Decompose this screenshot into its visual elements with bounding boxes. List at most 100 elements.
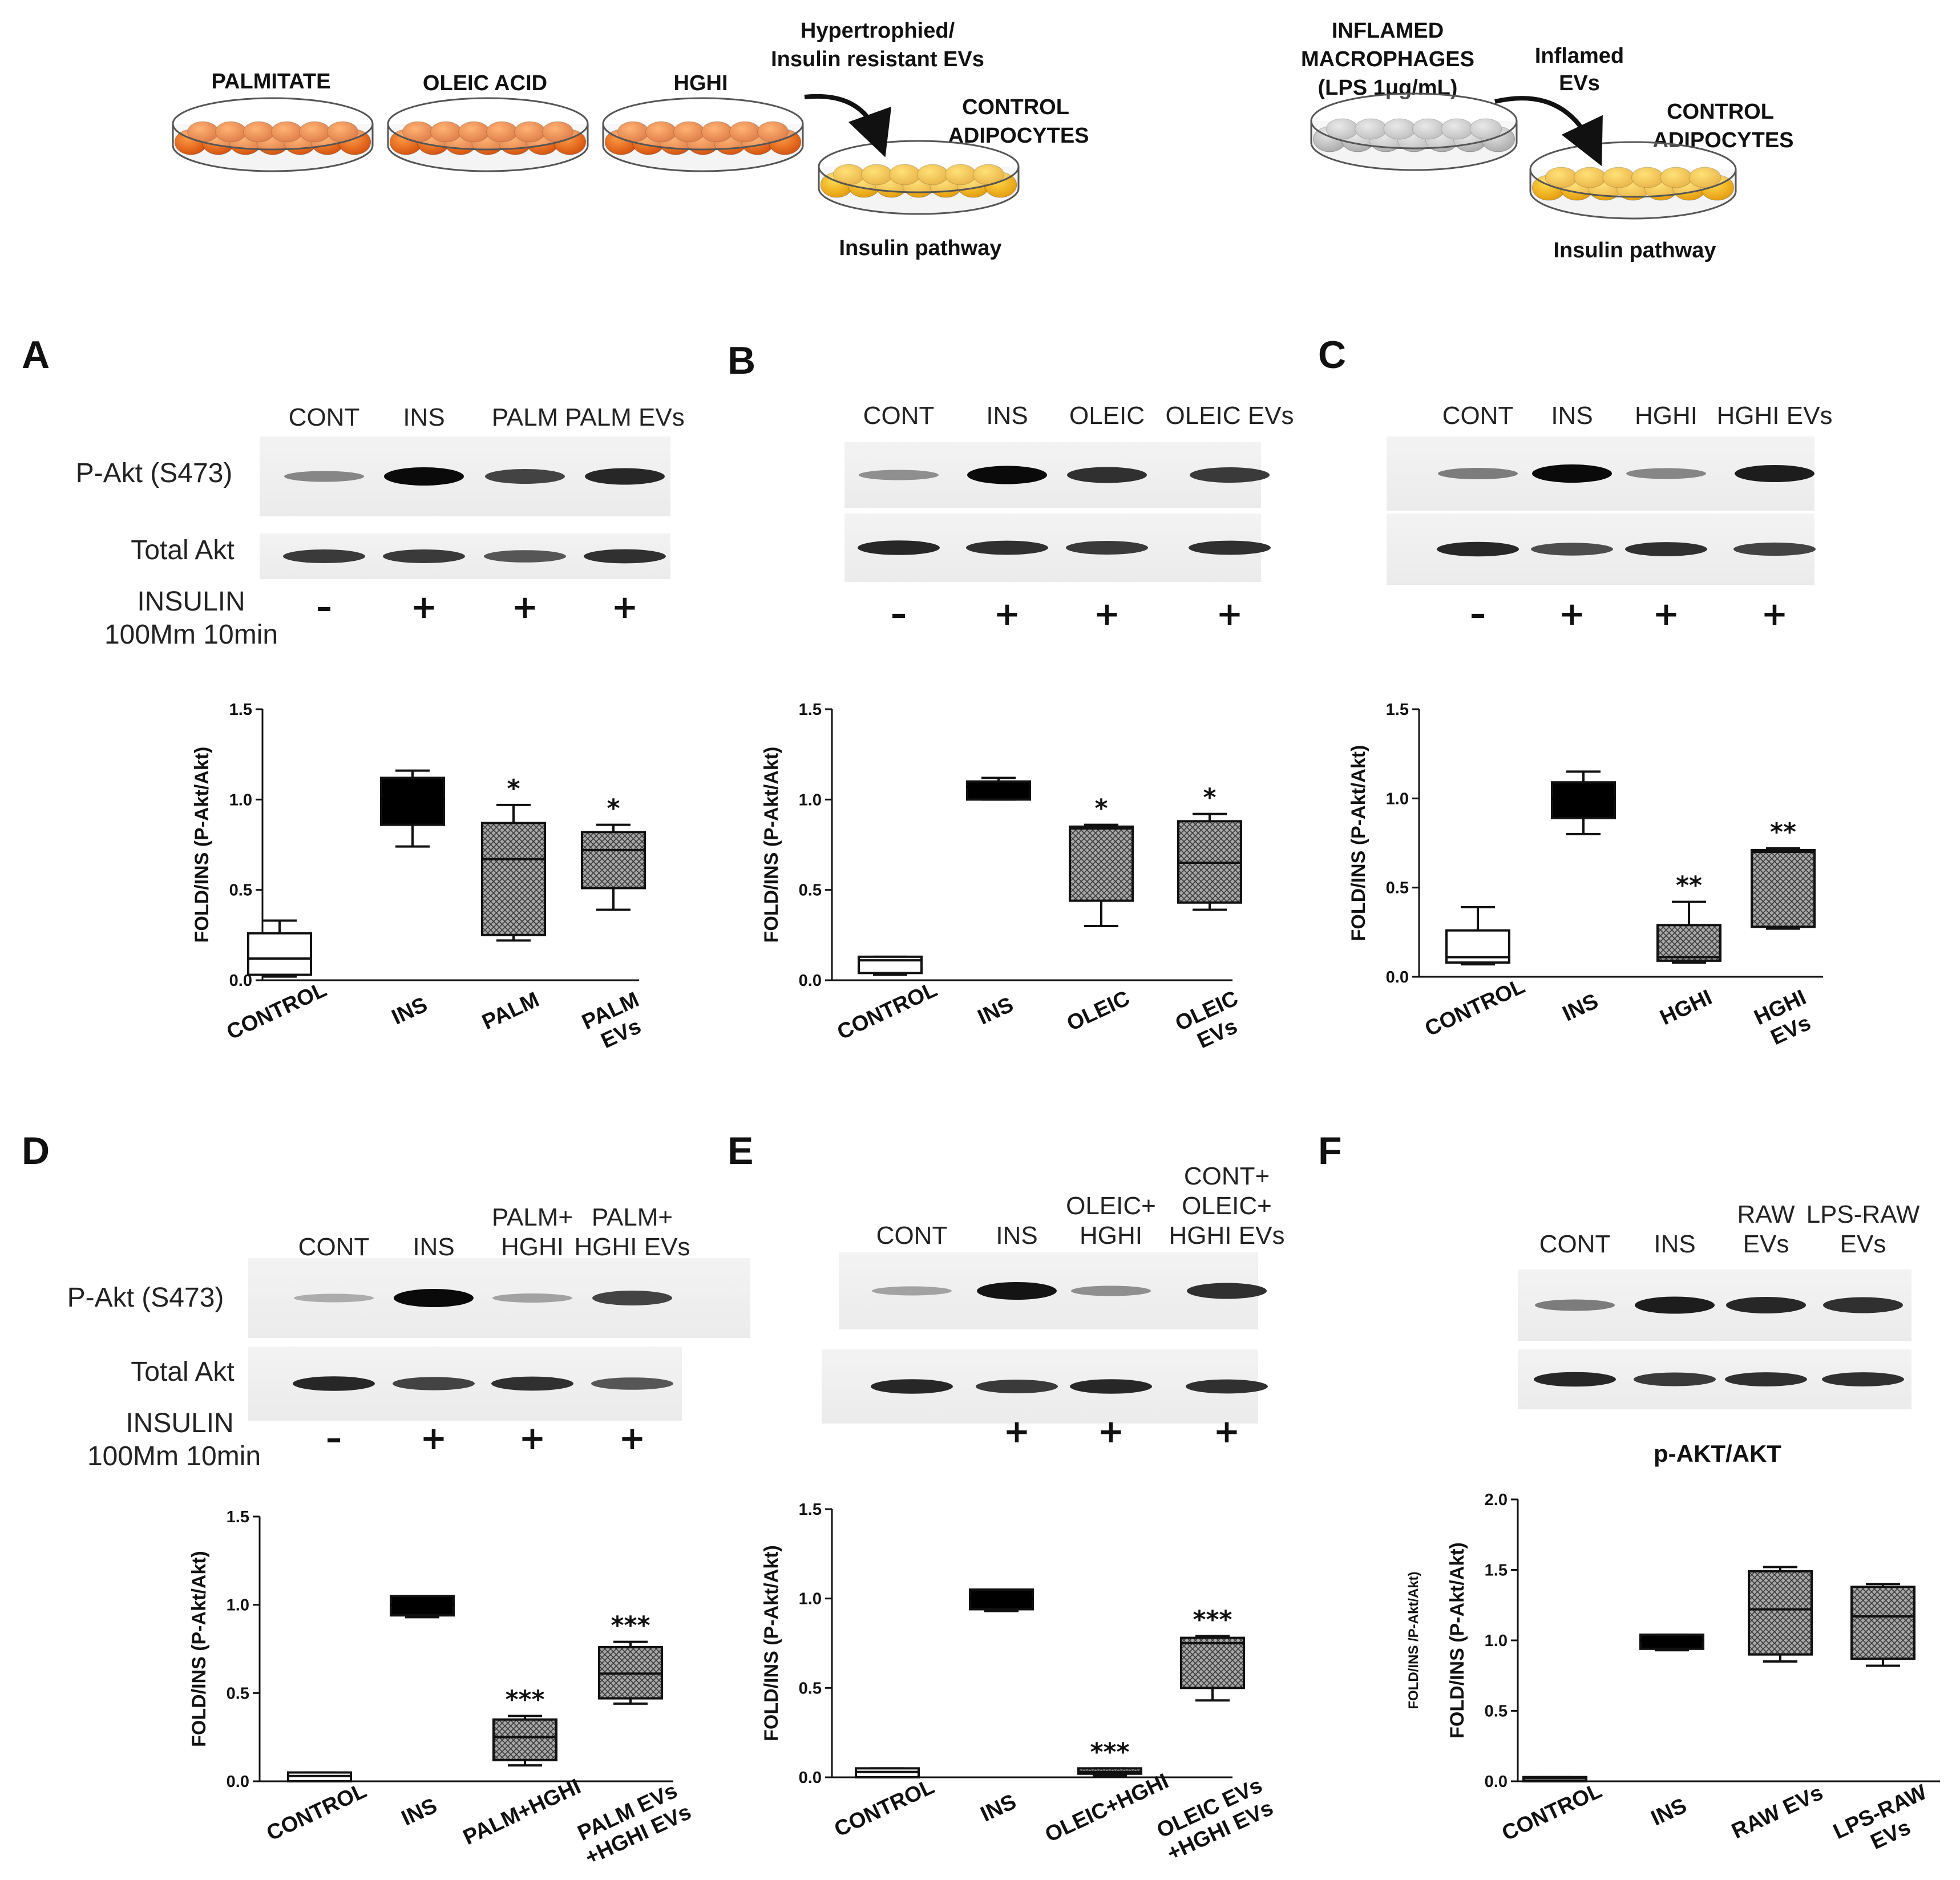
box-3: *: [581, 794, 646, 911]
significance-marker: **: [1770, 818, 1796, 847]
significance-marker: ***: [505, 1685, 544, 1715]
total-akt-band: [1534, 1372, 1616, 1387]
total-akt-band: [1531, 543, 1613, 556]
lane-label: PALM EVs: [565, 403, 684, 431]
row-label-p-akt-d: P-Akt (S473): [67, 1283, 224, 1313]
lane-label: HGHI: [501, 1233, 564, 1261]
total-akt-band: [1634, 1372, 1716, 1386]
box-2: [1748, 1566, 1813, 1663]
y-axis-outer-label: FOLD/INS /P-Akt/Akt): [1406, 1571, 1421, 1709]
arrow2-label-line1: Inflamed: [1535, 44, 1624, 68]
box-body: [1639, 1634, 1704, 1650]
box-plot-e: 0.0 0.5 1.0 1.5 FOLD/INS (P-Akt/Akt) *** *** CO…: [761, 1501, 1277, 1866]
lane-label: OLEIC: [1069, 402, 1145, 430]
box-body: [1551, 781, 1616, 819]
p-akt-band: [872, 1286, 952, 1296]
box-1: [380, 769, 445, 848]
arrow1-icon: [804, 94, 892, 157]
category-label: OLEIC EVs+HGHI EVs: [1153, 1773, 1277, 1866]
pathway2-label: Insulin pathway: [1553, 238, 1716, 262]
y-axis-label: FOLD/INS (P-Akt/Akt): [188, 1551, 210, 1747]
y-tick-label: 1.5: [799, 701, 822, 719]
category-label: CONTROL: [834, 977, 941, 1044]
box-1: [966, 777, 1031, 801]
lane-label: CONT+: [1184, 1162, 1270, 1190]
row-label-p-akt-a: P-Akt (S473): [76, 458, 233, 488]
p-akt-band: [1071, 1285, 1151, 1296]
box-plot-b: 0.0 0.5 1.0 1.5 FOLD/INS (P-Akt/Akt) * * CONTRO…: [761, 701, 1242, 1053]
blot-panel-c: CONT INS HGHI HGHI EVs – + + +: [1387, 402, 1832, 633]
lane-label: INS: [996, 1222, 1037, 1250]
box-body: [1751, 849, 1816, 928]
p-akt-band: [1067, 467, 1147, 483]
p-akt-band: [1635, 1296, 1715, 1314]
total-akt-band: [966, 540, 1048, 555]
insulin-sign: +: [1559, 596, 1586, 633]
lane-label: INS: [1551, 402, 1593, 430]
row-label-insulin-dose-a: 100Mm 10min: [104, 620, 278, 650]
box-body: [247, 932, 312, 976]
insulin-sign: +: [1217, 596, 1243, 633]
category-label-line: HGHI: [1656, 985, 1716, 1030]
box-body: [1850, 1586, 1915, 1660]
box-2: ***: [492, 1685, 557, 1767]
category-label: PALM+HGHI: [459, 1774, 584, 1850]
category-label: PALM: [479, 988, 543, 1034]
y-axis-label: FOLD/INS (P-Akt/Akt): [191, 747, 213, 943]
p-akt-band: [394, 1289, 474, 1307]
box-body: [1656, 924, 1721, 962]
y-tick-label: 0.5: [227, 1684, 249, 1703]
dish-macrophages-icon: [1310, 92, 1518, 171]
lane-label: CONT: [1442, 402, 1514, 430]
y-tick-label: 1.5: [227, 1508, 249, 1526]
y-tick-label: 1.0: [1386, 790, 1409, 808]
y-tick-label: 0.0: [799, 1769, 822, 1787]
y-tick-label: 1.5: [799, 1501, 822, 1519]
box-plot-f: 0.0 0.5 1.0 1.5 2.0 FOLD/INS (P-Akt/Akt) FOLD/…: [1406, 1440, 1940, 1854]
box-body: [481, 822, 546, 936]
y-axis-label: FOLD/INS (P-Akt/Akt): [761, 1545, 782, 1741]
category-label-line: INS: [1647, 1794, 1690, 1831]
dish-palmitate-icon: [172, 97, 374, 172]
lane-label: OLEIC+: [1066, 1192, 1156, 1220]
box-3: **: [1751, 818, 1816, 930]
box-0: [1522, 1776, 1587, 1783]
panel-letter-e: E: [728, 1129, 753, 1173]
panel-letter-a: A: [22, 333, 50, 377]
panel-letter-f: F: [1318, 1129, 1342, 1173]
p-akt-band: [1823, 1297, 1903, 1313]
category-label: INS: [388, 993, 431, 1030]
total-akt-band: [1066, 541, 1148, 555]
y-tick-label: 0.0: [1485, 1773, 1508, 1791]
lane-label: CONT: [298, 1233, 370, 1261]
total-akt-band: [591, 1377, 673, 1390]
insulin-sign: +: [421, 1420, 447, 1457]
y-tick-label: 1.0: [1485, 1632, 1508, 1650]
insulin-sign: –: [326, 1420, 342, 1457]
p-akt-band: [485, 469, 565, 484]
lane-label: EVs: [1840, 1230, 1886, 1258]
y-tick-label: 0.0: [227, 1773, 249, 1791]
category-label-line: CONTROL: [834, 977, 941, 1044]
insulin-sign: +: [1098, 1413, 1125, 1450]
y-tick-label: 1.5: [1386, 701, 1409, 719]
box-body: [1069, 825, 1134, 902]
target2-label-line1: CONTROL: [1667, 100, 1774, 124]
total-akt-band: [1822, 1372, 1904, 1386]
significance-marker: *: [1094, 794, 1108, 823]
y-axis-label: FOLD/INS (P-Akt/Akt): [761, 747, 782, 943]
p-akt-band: [492, 1293, 572, 1303]
y-tick-label: 0.0: [799, 972, 822, 990]
arrow1-label-line2: Insulin resistant EVs: [771, 47, 984, 71]
total-akt-band: [584, 549, 666, 564]
insulin-sign: +: [512, 589, 539, 626]
box-1: [390, 1595, 455, 1619]
box-1: [1551, 770, 1616, 835]
box-3: *: [1177, 783, 1242, 911]
p-akt-band: [1735, 465, 1814, 482]
box-0: [858, 955, 923, 976]
y-tick-label: 2.0: [1485, 1491, 1508, 1509]
